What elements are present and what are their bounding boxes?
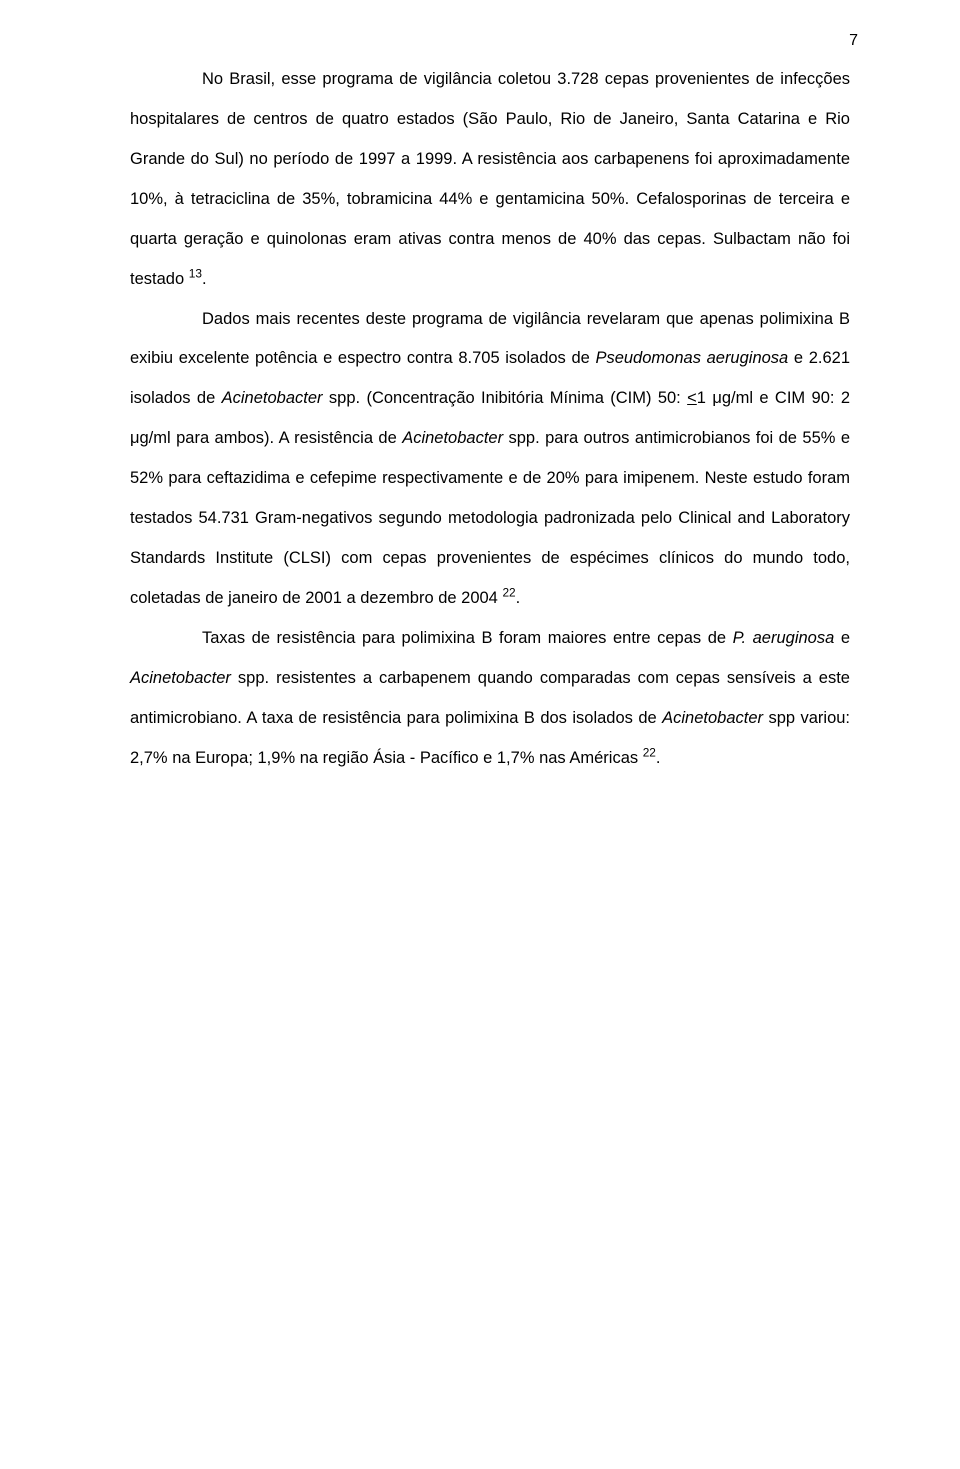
- p1-text-b: .: [202, 270, 207, 288]
- p1-text-a: No Brasil, esse programa de vigilância c…: [130, 70, 850, 288]
- p2-italic-3: Acinetobacter: [402, 429, 503, 447]
- p3-superscript: 22: [643, 745, 656, 759]
- p2-text-e: spp. para outros antimicrobianos foi de …: [130, 429, 850, 607]
- p3-text-b: e: [834, 629, 850, 647]
- paragraph-3: Taxas de resistência para polimixina B f…: [130, 619, 850, 779]
- p3-text-a: Taxas de resistência para polimixina B f…: [202, 629, 733, 647]
- paragraph-2: Dados mais recentes deste programa de vi…: [130, 300, 850, 619]
- p1-superscript: 13: [189, 266, 202, 280]
- p2-italic-1: Pseudomonas aeruginosa: [595, 349, 788, 367]
- p3-italic-1: P. aeruginosa: [733, 629, 835, 647]
- p3-italic-2: Acinetobacter: [130, 669, 231, 687]
- body-text: No Brasil, esse programa de vigilância c…: [130, 60, 850, 779]
- p3-italic-3: Acinetobacter: [662, 709, 763, 727]
- p2-text-c: spp. (Concentração Inibitória Mínima (CI…: [323, 389, 688, 407]
- p2-italic-2: Acinetobacter: [222, 389, 323, 407]
- p2-superscript: 22: [502, 585, 515, 599]
- p3-text-e: .: [656, 749, 661, 767]
- p2-text-f: .: [516, 589, 521, 607]
- page-number: 7: [849, 32, 858, 50]
- document-page: 7 No Brasil, esse programa de vigilância…: [0, 0, 960, 1469]
- p2-underline: <: [687, 389, 697, 407]
- paragraph-1: No Brasil, esse programa de vigilância c…: [130, 60, 850, 300]
